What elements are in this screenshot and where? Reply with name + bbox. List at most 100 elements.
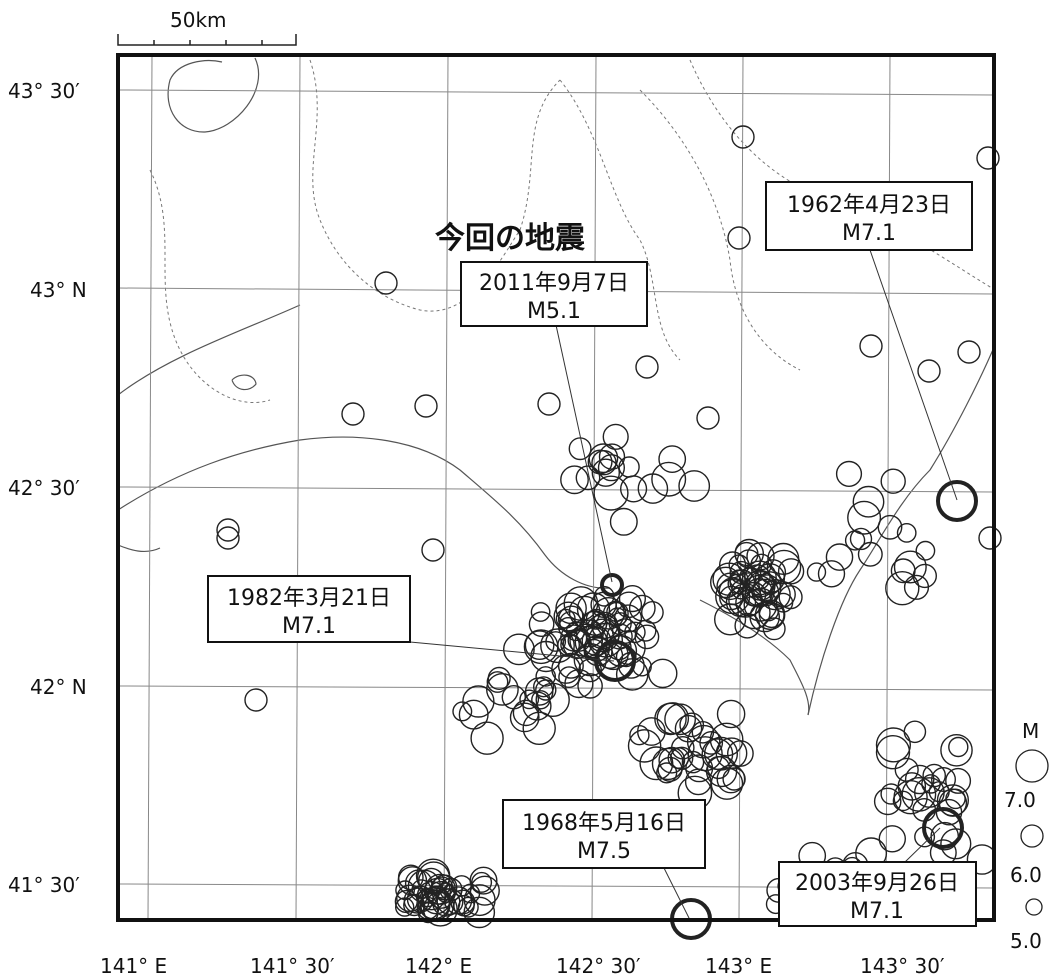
epicenter-marker — [407, 869, 442, 903]
epicenter-marker — [731, 125, 755, 149]
epicenter-marker — [634, 624, 660, 650]
annotation-2003: 2003年9月26日 M7.1 — [778, 861, 977, 927]
epicenter-marker — [713, 603, 747, 636]
epicenter-marker — [431, 888, 461, 917]
lon-label-143-30: 143° 30′ — [860, 954, 945, 978]
legend-circle-m5 — [1025, 898, 1043, 916]
epicenter-marker — [835, 460, 863, 487]
epicenter-marker — [503, 633, 535, 666]
epicenter-marker — [737, 595, 771, 630]
epicenter-marker — [651, 461, 687, 497]
epicenter-marker — [487, 666, 511, 690]
epicenter-marker — [727, 740, 754, 767]
epicenter-marker — [519, 689, 540, 710]
epicenter-marker — [522, 711, 556, 745]
epicenter-marker — [463, 884, 496, 917]
epicenter-marker — [462, 685, 495, 718]
epicenter-marker — [564, 668, 594, 699]
epicenter-marker — [716, 572, 745, 601]
epicenter-marker — [637, 473, 669, 504]
scale-bar-label: 50km — [170, 8, 227, 32]
epicenter-marker — [607, 607, 627, 627]
scale-bar: 50km — [117, 8, 297, 46]
annotation-magnitude: M7.5 — [577, 839, 631, 864]
epicenter-marker — [557, 605, 586, 633]
lat-label-42: 42° N — [30, 675, 87, 699]
headline: 今回の地震 — [435, 221, 586, 256]
epicenter-marker — [892, 790, 914, 812]
epicenter-marker — [374, 271, 398, 295]
epicenter-marker — [716, 764, 746, 794]
lon-label-143: 143° E — [705, 954, 772, 978]
epicenter-marker — [591, 458, 620, 487]
epicenter-marker — [471, 871, 493, 893]
epicenter-marker — [921, 774, 941, 794]
epicenter-marker — [746, 542, 775, 571]
epicenter-marker — [569, 623, 604, 658]
epicenter-marker — [896, 523, 917, 543]
epicenter-marker — [901, 777, 937, 812]
epicenter-marker — [744, 578, 773, 607]
epicenter-marker — [940, 828, 972, 860]
annotation-magnitude: M7.1 — [842, 221, 896, 246]
epicenter-marker — [656, 702, 690, 735]
epicenter-marker — [509, 702, 540, 733]
epicenter-marker — [560, 465, 589, 495]
epicenter-marker — [701, 738, 734, 770]
epicenter-marker — [597, 454, 625, 482]
epicenter-marker — [897, 772, 927, 801]
epicenter-marker — [416, 881, 447, 911]
epicenter-marker — [729, 560, 753, 585]
epicenter-marker — [917, 359, 941, 383]
epicenter-marker — [749, 601, 781, 633]
legend-title: M — [1022, 719, 1039, 743]
epicenter-marker — [806, 562, 827, 582]
epicenter-marker — [710, 767, 744, 800]
prefecture-boundaries — [149, 59, 996, 404]
epicenter-marker — [532, 676, 555, 698]
epicenter-marker — [647, 658, 678, 689]
epicenter-marker — [627, 729, 662, 763]
epicenter-1962 — [936, 480, 978, 522]
lat-label-41-30: 41° 30′ — [8, 873, 80, 897]
epicenter-marker — [894, 757, 919, 782]
epicenter-marker — [641, 601, 664, 624]
epicenter-marker — [893, 550, 927, 584]
epicenter-marker — [825, 543, 854, 571]
epicenter-marker — [904, 764, 935, 795]
epicenter-marker — [890, 558, 916, 584]
magnitude-legend: M 7.0 6.0 5.0 — [996, 700, 1056, 980]
epicenter-marker — [658, 445, 687, 473]
epicenter-marker — [421, 538, 445, 562]
annotation-magnitude: M7.1 — [850, 899, 904, 924]
epicenter-marker — [777, 558, 805, 585]
epicenter-marker — [878, 825, 906, 853]
epicenter-marker — [817, 560, 846, 588]
epicenter-marker — [530, 602, 551, 622]
lon-label-142-30: 142° 30′ — [556, 954, 641, 978]
lon-label-141: 141° E — [100, 954, 167, 978]
epicenter-marker — [575, 465, 601, 491]
annotation-date: 2003年9月26日 — [795, 871, 959, 896]
epicenter-marker — [758, 571, 782, 595]
epicenter-marker — [885, 571, 920, 606]
epicenter-marker — [699, 731, 724, 755]
epicenter-marker — [470, 721, 504, 755]
epicenter-marker — [396, 884, 424, 913]
epicenter-marker — [877, 514, 903, 540]
epicenter-marker — [903, 574, 930, 600]
epicenter-marker — [857, 541, 883, 567]
epicenter-marker — [715, 737, 748, 770]
epicenter-marker — [718, 551, 747, 579]
annotation-1982: 1982年3月21日 M7.1 — [207, 575, 411, 643]
epicenter-marker — [936, 784, 969, 817]
epicenter-marker — [875, 727, 911, 763]
epicenter-marker — [624, 621, 646, 644]
lat-label-43: 43° N — [30, 278, 87, 302]
epicenter-marker — [654, 702, 687, 736]
epicenter-marker — [341, 402, 365, 426]
epicenter-marker — [635, 355, 659, 379]
epicenter-marker — [450, 875, 473, 897]
epicenter-marker — [591, 450, 617, 476]
epicenter-marker — [629, 725, 650, 746]
